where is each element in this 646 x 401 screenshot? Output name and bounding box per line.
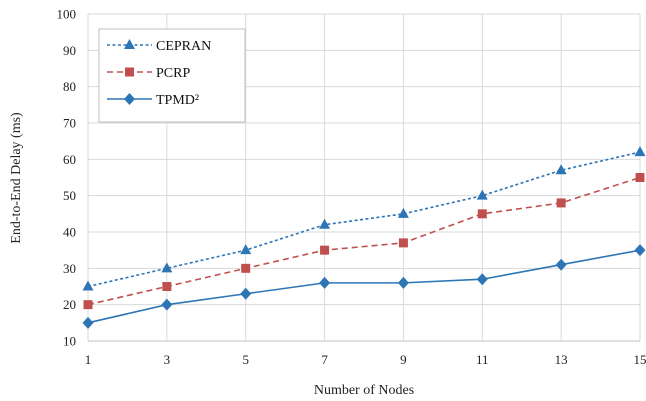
series-line	[87, 249, 641, 324]
series-cepran	[82, 146, 646, 291]
x-tick-label: 13	[555, 352, 568, 367]
x-tick-label: 5	[242, 352, 249, 367]
data-point-diamond	[161, 298, 173, 311]
y-tick-label: 10	[63, 334, 76, 349]
data-point-diamond	[634, 244, 646, 257]
y-tick-label: 80	[63, 79, 76, 94]
data-point-diamond	[476, 273, 488, 286]
series-layer	[82, 146, 646, 329]
x-tick-label: 11	[476, 352, 489, 367]
data-point-diamond	[240, 287, 252, 300]
y-axis-title: End-to-End Delay (ms)	[9, 112, 24, 244]
legend: CEPRAN PCRP TPMD²	[98, 28, 246, 123]
data-point-triangle	[240, 244, 252, 255]
legend-marker-square	[125, 67, 134, 77]
data-point-square	[162, 282, 172, 291]
data-point-triangle	[161, 262, 173, 273]
data-point-diamond	[555, 258, 567, 271]
data-point-diamond	[319, 276, 331, 289]
data-point-square	[398, 238, 408, 248]
series-pcrp	[83, 173, 645, 310]
y-tick-label: 30	[63, 261, 76, 276]
x-axis-title: Number of Nodes	[314, 383, 414, 398]
data-point-diamond	[82, 316, 94, 329]
y-tick-label: 70	[63, 116, 76, 131]
data-point-triangle	[476, 189, 488, 200]
data-point-triangle	[82, 280, 94, 291]
series-tpmd-	[82, 244, 646, 329]
data-point-diamond	[397, 276, 409, 289]
legend-label: PCRP	[156, 66, 190, 81]
x-tick-label: 3	[164, 352, 171, 367]
series-line	[87, 176, 641, 306]
series-line	[87, 151, 641, 288]
legend-marker-diamond	[124, 93, 135, 105]
data-point-triangle	[319, 218, 331, 229]
data-point-triangle	[555, 164, 567, 175]
y-tick-label: 100	[57, 7, 77, 22]
y-tick-label: 60	[63, 152, 76, 167]
legend-box	[98, 28, 246, 123]
data-point-square	[477, 209, 487, 219]
x-tick-label: 9	[400, 352, 407, 367]
y-tick-label: 90	[63, 43, 76, 58]
x-tick-label: 7	[321, 352, 328, 367]
data-point-triangle	[397, 207, 409, 218]
data-point-square	[83, 300, 93, 310]
y-tick-label: 50	[63, 188, 76, 203]
data-point-square	[635, 173, 645, 182]
x-tick-label: 1	[85, 352, 92, 367]
data-point-square	[556, 198, 566, 208]
legend-label: CEPRAN	[156, 39, 211, 54]
data-point-square	[320, 245, 330, 255]
y-tick-label: 40	[63, 225, 76, 240]
y-tick-label: 20	[63, 297, 76, 312]
x-tick-label: 15	[634, 352, 646, 367]
data-point-square	[241, 263, 251, 273]
data-point-triangle	[634, 146, 646, 157]
legend-label: TPMD²	[156, 93, 199, 108]
legend-marker-triangle	[124, 39, 135, 49]
